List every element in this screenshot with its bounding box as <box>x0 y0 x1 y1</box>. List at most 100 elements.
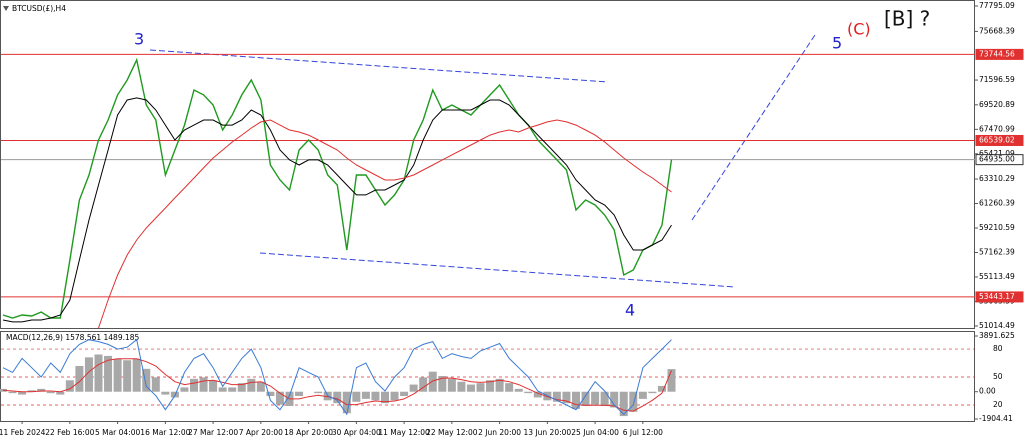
histogram-bar <box>400 391 409 397</box>
histogram-bar <box>142 368 151 392</box>
x-tick-label: 13 Jun 20:00 <box>524 428 572 437</box>
y-tick-label: -1904.41 <box>979 414 1013 423</box>
histogram-bar <box>256 381 265 392</box>
histogram-bar <box>151 377 160 392</box>
wave-label: 3 <box>134 30 144 49</box>
histogram-bar <box>552 391 561 402</box>
histogram-bar <box>486 380 495 392</box>
histogram-bar <box>610 391 619 408</box>
histogram-bar <box>295 391 304 397</box>
histogram-bar <box>132 358 141 392</box>
series-line <box>2 97 672 323</box>
histogram-bar <box>514 388 523 392</box>
price-level-box <box>975 48 1024 60</box>
y-tick-label: 67470.99 <box>979 124 1015 133</box>
histogram-bar <box>37 388 46 392</box>
y-tick-label: 59210.59 <box>979 223 1015 232</box>
histogram-bar <box>209 380 218 392</box>
trend-line <box>149 49 609 83</box>
y-tick-label: 63310.29 <box>979 174 1015 183</box>
histogram-bar <box>466 384 475 392</box>
y-tick-label: 77795.09 <box>979 1 1015 10</box>
histogram-bar <box>8 391 17 394</box>
x-tick-label: 22 Feb 16:00 <box>45 428 94 437</box>
y-tick-label: 71596.59 <box>979 75 1015 84</box>
histogram-bar <box>65 380 74 392</box>
histogram-bar <box>390 391 399 401</box>
histogram-bar <box>495 378 504 392</box>
wave-label: 5 <box>832 34 842 53</box>
histogram-bar <box>266 391 275 397</box>
histogram-bar <box>84 357 93 392</box>
x-tick-label: 11 Feb 2024 <box>0 428 46 437</box>
histogram-bar <box>180 387 189 392</box>
histogram-bar <box>447 378 456 392</box>
y-tick-label: 69520.89 <box>979 100 1015 109</box>
y2-tick-label: 80 <box>993 344 1003 353</box>
histogram-bar <box>638 391 647 399</box>
histogram-bar <box>27 390 36 392</box>
histogram-bar <box>591 391 600 405</box>
x-tick-label: 27 Mar 12:00 <box>188 428 238 437</box>
histogram-bar <box>352 391 361 402</box>
histogram-bar <box>228 387 237 392</box>
price-level-label: 64935.00 <box>979 155 1015 164</box>
histogram-bar <box>46 391 55 394</box>
histogram-bar <box>371 391 380 401</box>
histogram-bar <box>409 384 418 392</box>
price-level-box <box>975 134 1024 146</box>
histogram-bar <box>75 365 84 392</box>
y-tick-label: 0.00 <box>979 387 996 396</box>
price-level-label: 66539.02 <box>979 135 1015 144</box>
price-level-box <box>975 291 1024 303</box>
y-tick-label: 51014.49 <box>979 321 1015 330</box>
histogram-bar <box>333 391 342 404</box>
indicator-title: MACD(12,26,9) 1578.561 1489.185 <box>6 333 140 342</box>
y-tick-label: 65421.09 <box>979 149 1015 158</box>
histogram-bar <box>524 391 533 394</box>
series-line <box>2 358 672 412</box>
x-tick-label: 30 Apr 04:00 <box>332 428 381 437</box>
histogram-bar <box>18 391 27 395</box>
x-tick-label: 16 Mar 12:00 <box>140 428 190 437</box>
series-line <box>2 338 672 416</box>
histogram-bar <box>123 360 132 392</box>
histogram-bar <box>56 391 65 395</box>
y2-tick-label: 50 <box>993 372 1003 381</box>
x-tick-label: 7 Apr 20:00 <box>239 428 283 437</box>
projection-line <box>691 34 816 221</box>
histogram-bar <box>533 391 542 398</box>
histogram-bar <box>314 391 323 394</box>
x-tick-label: 22 May 12:00 <box>426 428 478 437</box>
histogram-bar <box>629 391 638 412</box>
y-tick-label: 57162.39 <box>979 248 1015 257</box>
x-tick-label: 25 Jun 04:00 <box>571 428 619 437</box>
histogram-bar <box>572 391 580 409</box>
series-line <box>98 119 672 329</box>
histogram-bar <box>218 387 227 392</box>
histogram-bar <box>247 378 256 392</box>
histogram-bar <box>275 391 284 405</box>
histogram-bar <box>381 391 389 404</box>
x-tick-label: 5 Mar 04:00 <box>95 428 141 437</box>
histogram-bar <box>419 377 428 392</box>
histogram-bar <box>438 375 447 392</box>
series-line <box>2 57 673 319</box>
wave-label: 4 <box>625 301 635 320</box>
price-panel <box>0 0 975 329</box>
y-tick-label: 3891.625 <box>979 331 1015 340</box>
price-level-box <box>975 154 1024 166</box>
histogram-bar <box>361 391 370 399</box>
y2-tick-label: 20 <box>993 400 1003 409</box>
price-level-label: 73744.56 <box>979 49 1015 58</box>
y-tick-label: 75668.39 <box>979 26 1015 35</box>
histogram-bar <box>113 358 122 392</box>
histogram-bar <box>667 369 676 392</box>
histogram-bar <box>600 391 609 407</box>
histogram-bar <box>428 371 437 392</box>
histogram-bar <box>342 391 351 414</box>
histogram-bar <box>619 391 628 417</box>
histogram-bar <box>581 391 590 407</box>
symbol-icon <box>3 6 9 11</box>
